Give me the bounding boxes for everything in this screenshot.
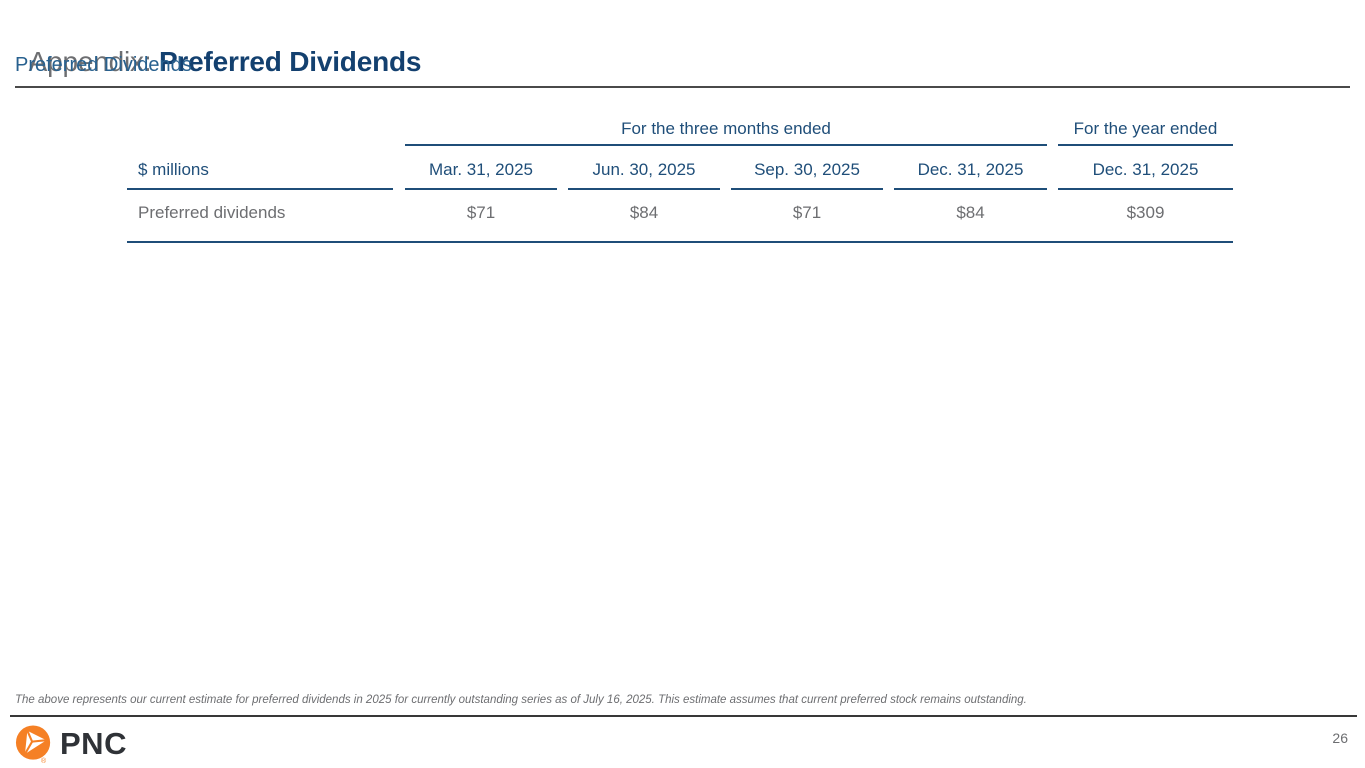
group-header-year: For the year ended xyxy=(1058,115,1233,146)
table-cell-q2: $84 xyxy=(568,190,731,243)
preferred-dividends-table: For the three months ended For the year … xyxy=(127,115,1233,243)
footer-divider xyxy=(10,715,1357,717)
column-header-q2-label: Jun. 30, 2025 xyxy=(568,160,720,190)
value-q4: $84 xyxy=(956,202,985,222)
pnc-triangle-icon: ® xyxy=(15,725,53,765)
pnc-logo: ® PNC xyxy=(15,725,127,765)
value-q2: $84 xyxy=(629,202,659,222)
column-header-unit: $ millions xyxy=(127,146,405,190)
table-cell-q3: $71 xyxy=(731,190,894,243)
group-header-three-months: For the three months ended xyxy=(405,115,1058,146)
value-q1: $71 xyxy=(466,202,496,222)
group-header-spacer xyxy=(127,115,405,146)
column-header-q4-label: Dec. 31, 2025 xyxy=(894,160,1047,190)
table-cell-q1: $71 xyxy=(405,190,568,243)
unit-label: $ millions xyxy=(127,160,393,190)
header-divider xyxy=(15,86,1350,88)
registered-mark: ® xyxy=(41,758,47,765)
group-header-year-label: For the year ended xyxy=(1058,119,1233,146)
column-header-q2: Jun. 30, 2025 xyxy=(568,146,731,190)
page-title: Appendix: Preferred Dividends xyxy=(15,8,422,80)
page-subtitle: Preferred Dividends xyxy=(15,54,192,76)
column-header-q4: Dec. 31, 2025 xyxy=(894,146,1058,190)
column-header-q3: Sep. 30, 2025 xyxy=(731,146,894,190)
table-row: Preferred dividends xyxy=(127,190,405,243)
column-header-full-year: Dec. 31, 2025 xyxy=(1058,146,1233,190)
table-cell-full-year: $309 xyxy=(1058,190,1233,243)
table-cell-q4: $84 xyxy=(894,190,1058,243)
column-header-q1-label: Mar. 31, 2025 xyxy=(405,160,557,190)
column-header-q3-label: Sep. 30, 2025 xyxy=(731,160,883,190)
value-full-year: $309 xyxy=(1126,202,1165,222)
column-header-full-year-label: Dec. 31, 2025 xyxy=(1058,160,1233,190)
page-number: 26 xyxy=(1332,730,1348,746)
title-emphasis: Preferred Dividends xyxy=(158,46,422,77)
group-header-three-months-label: For the three months ended xyxy=(405,119,1047,146)
pnc-wordmark: PNC xyxy=(60,726,127,761)
column-header-q1: Mar. 31, 2025 xyxy=(405,146,568,190)
row-label: Preferred dividends xyxy=(138,202,286,222)
footnote: The above represents our current estimat… xyxy=(15,694,1027,706)
value-q3: $71 xyxy=(792,202,822,222)
title-prefix: Appendix: xyxy=(28,46,159,77)
